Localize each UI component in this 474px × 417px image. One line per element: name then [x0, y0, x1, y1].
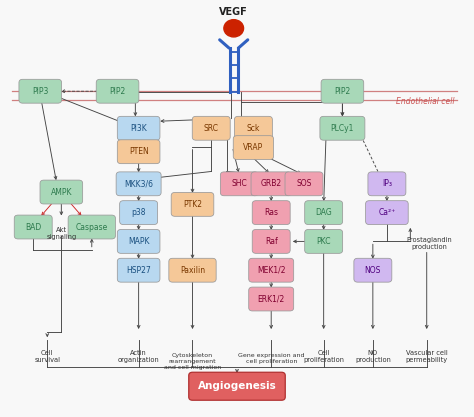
FancyBboxPatch shape — [249, 287, 294, 311]
Text: SHC: SHC — [231, 179, 247, 188]
FancyBboxPatch shape — [251, 172, 292, 196]
Text: Ca²⁺: Ca²⁺ — [378, 208, 395, 217]
Text: Ras: Ras — [264, 208, 278, 217]
Text: Akt
signaling: Akt signaling — [46, 227, 76, 240]
Text: Sck: Sck — [246, 124, 260, 133]
FancyBboxPatch shape — [249, 258, 294, 282]
Text: Angiogenesis: Angiogenesis — [198, 381, 276, 391]
Text: Prostaglandin
production: Prostaglandin production — [406, 237, 452, 250]
Text: SOS: SOS — [296, 179, 312, 188]
Text: DAG: DAG — [315, 208, 332, 217]
Text: PIP2: PIP2 — [109, 87, 126, 96]
Text: Gene expression and
cell proliferation: Gene expression and cell proliferation — [238, 353, 304, 364]
Text: PTK2: PTK2 — [183, 200, 202, 209]
Text: Caspase: Caspase — [76, 223, 108, 231]
FancyBboxPatch shape — [320, 116, 365, 140]
Text: Actin
organization: Actin organization — [118, 350, 160, 364]
Text: MAPK: MAPK — [128, 237, 149, 246]
Text: VRAP: VRAP — [243, 143, 264, 152]
FancyBboxPatch shape — [96, 79, 139, 103]
FancyBboxPatch shape — [285, 172, 323, 196]
FancyBboxPatch shape — [235, 116, 273, 140]
FancyBboxPatch shape — [252, 201, 290, 224]
FancyBboxPatch shape — [117, 116, 160, 140]
FancyBboxPatch shape — [220, 172, 258, 196]
FancyBboxPatch shape — [169, 258, 216, 282]
Circle shape — [224, 20, 244, 37]
FancyBboxPatch shape — [365, 201, 408, 224]
FancyBboxPatch shape — [117, 229, 160, 254]
Text: NOS: NOS — [365, 266, 381, 275]
FancyBboxPatch shape — [117, 140, 160, 163]
Text: Raf: Raf — [265, 237, 278, 246]
Text: PKC: PKC — [317, 237, 331, 246]
Text: PTEN: PTEN — [129, 147, 148, 156]
Text: Endothelial cell: Endothelial cell — [396, 97, 455, 106]
FancyBboxPatch shape — [321, 79, 364, 103]
Text: MKK3/6: MKK3/6 — [124, 179, 153, 188]
Text: SRC: SRC — [204, 124, 219, 133]
FancyBboxPatch shape — [119, 201, 157, 224]
Text: Paxilin: Paxilin — [180, 266, 205, 275]
Text: PIP2: PIP2 — [334, 87, 351, 96]
Text: PI3K: PI3K — [130, 124, 147, 133]
Text: ERK1/2: ERK1/2 — [257, 294, 285, 304]
Text: IP₃: IP₃ — [382, 179, 392, 188]
FancyBboxPatch shape — [117, 258, 160, 282]
FancyBboxPatch shape — [189, 372, 285, 400]
Text: NO
production: NO production — [355, 350, 391, 364]
Text: HSP27: HSP27 — [126, 266, 151, 275]
FancyBboxPatch shape — [116, 172, 161, 196]
Text: Cell
survival: Cell survival — [34, 350, 60, 364]
Text: PIP3: PIP3 — [32, 87, 48, 96]
FancyBboxPatch shape — [252, 229, 290, 254]
FancyBboxPatch shape — [305, 229, 343, 254]
Text: BAD: BAD — [25, 223, 41, 231]
Text: Cytoskeleton
rearrangement
and cell migration: Cytoskeleton rearrangement and cell migr… — [164, 353, 221, 370]
FancyBboxPatch shape — [40, 180, 82, 204]
FancyBboxPatch shape — [171, 193, 214, 216]
Text: MEK1/2: MEK1/2 — [257, 266, 285, 275]
FancyBboxPatch shape — [19, 79, 62, 103]
Text: AMPK: AMPK — [51, 188, 72, 196]
Text: VEGF: VEGF — [219, 7, 248, 17]
Text: PLCy1: PLCy1 — [331, 124, 354, 133]
Text: Vascular cell
permeability: Vascular cell permeability — [406, 350, 448, 364]
Text: Cell
proliferation: Cell proliferation — [303, 350, 344, 364]
FancyBboxPatch shape — [305, 201, 343, 224]
Text: p38: p38 — [131, 208, 146, 217]
FancyBboxPatch shape — [233, 136, 273, 160]
FancyBboxPatch shape — [192, 116, 230, 140]
FancyBboxPatch shape — [68, 215, 116, 239]
FancyBboxPatch shape — [368, 172, 406, 196]
FancyBboxPatch shape — [14, 215, 52, 239]
Text: GRB2: GRB2 — [261, 179, 282, 188]
FancyBboxPatch shape — [354, 258, 392, 282]
